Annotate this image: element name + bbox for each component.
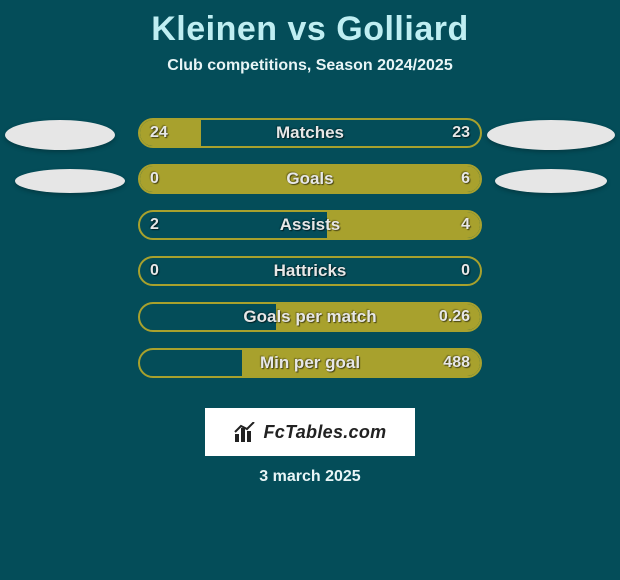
stat-label: Matches	[276, 123, 344, 143]
player-ellipse-left	[5, 120, 115, 150]
footer-branding[interactable]: FcTables.com	[205, 408, 415, 456]
comparison-panel: Kleinen vs Golliard Club competitions, S…	[0, 0, 620, 580]
stat-value-right: 23	[452, 124, 470, 142]
page-title: Kleinen vs Golliard	[0, 10, 620, 49]
stat-label: Assists	[280, 215, 340, 235]
stat-value-right: 0	[461, 262, 470, 280]
stats-container: 2423Matches06Goals24Assists00Hattricks0.…	[0, 118, 620, 394]
stat-value-right: 488	[443, 354, 470, 372]
stat-value-left: 0	[150, 262, 159, 280]
stat-track: 0 0 Hattricks	[138, 256, 482, 286]
stat-track: 2 4 Assists	[138, 210, 482, 240]
subtitle: Club competitions, Season 2024/2025	[0, 57, 620, 75]
bar-chart-icon	[234, 422, 256, 442]
stat-value-left: 0	[150, 170, 159, 188]
player-ellipse-right	[495, 169, 607, 193]
stat-row: 488 Min per goal	[0, 348, 620, 378]
stat-label: Min per goal	[260, 353, 360, 373]
stat-label: Goals per match	[243, 307, 376, 327]
footer-text: FcTables.com	[264, 422, 387, 443]
stat-value-right: 6	[461, 170, 470, 188]
stat-track: 0 6 Goals	[138, 164, 482, 194]
stat-row: 2 4 Assists	[0, 210, 620, 240]
stat-track: 0.26 Goals per match	[138, 302, 482, 332]
stat-track: 24 23 Matches	[138, 118, 482, 148]
stat-value-left: 2	[150, 216, 159, 234]
stat-value-left: 24	[150, 124, 168, 142]
date-label: 3 march 2025	[259, 468, 360, 486]
stat-row: 0.26 Goals per match	[0, 302, 620, 332]
stat-fill-right	[327, 212, 480, 238]
stat-track: 488 Min per goal	[138, 348, 482, 378]
stat-label: Hattricks	[274, 261, 347, 281]
stat-row: 0 0 Hattricks	[0, 256, 620, 286]
stat-value-right: 4	[461, 216, 470, 234]
stat-label: Goals	[286, 169, 333, 189]
player-ellipse-right	[487, 120, 615, 150]
stat-value-right: 0.26	[439, 308, 470, 326]
player-ellipse-left	[15, 169, 125, 193]
